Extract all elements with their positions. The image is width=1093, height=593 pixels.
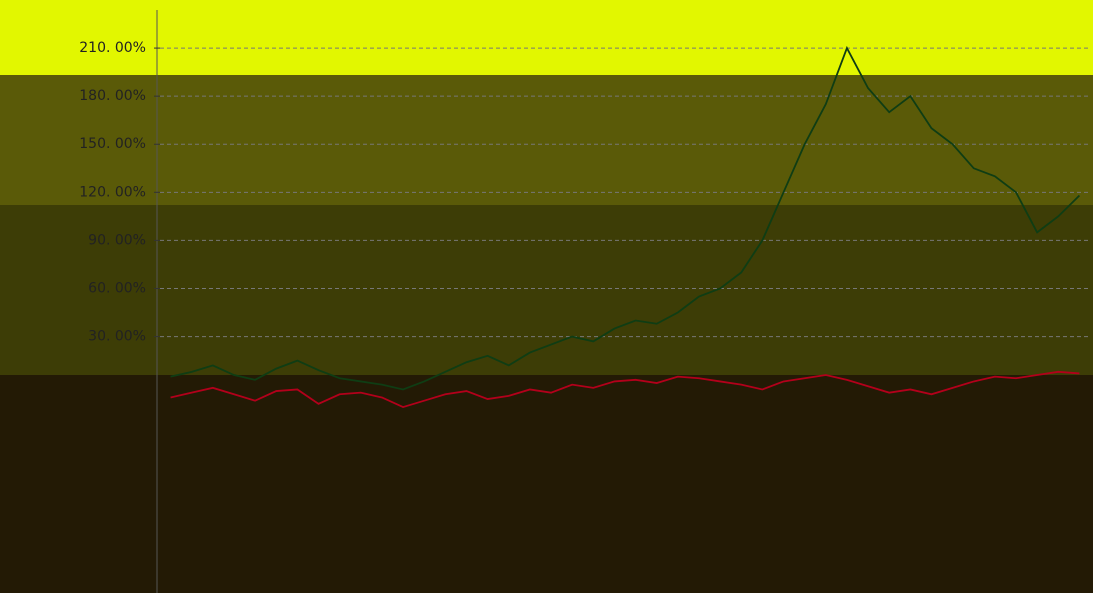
band-top: [0, 0, 1093, 75]
y-tick-label: 150. 00%: [79, 136, 146, 152]
series-line: [170, 370, 1080, 409]
y-tick-label: 180. 00%: [79, 88, 146, 104]
band-upper: [0, 75, 1093, 205]
band-middle: [0, 205, 1093, 375]
band-bottom: [0, 375, 1093, 593]
y-tick-label: 60. 00%: [88, 280, 146, 296]
y-tick-label: 30. 00%: [88, 329, 146, 345]
y-tick-label: 120. 00%: [79, 184, 146, 200]
y-tick-label: 90. 00%: [88, 232, 146, 248]
series-line: [170, 45, 1081, 391]
y-tick-label: 210. 00%: [79, 40, 146, 56]
